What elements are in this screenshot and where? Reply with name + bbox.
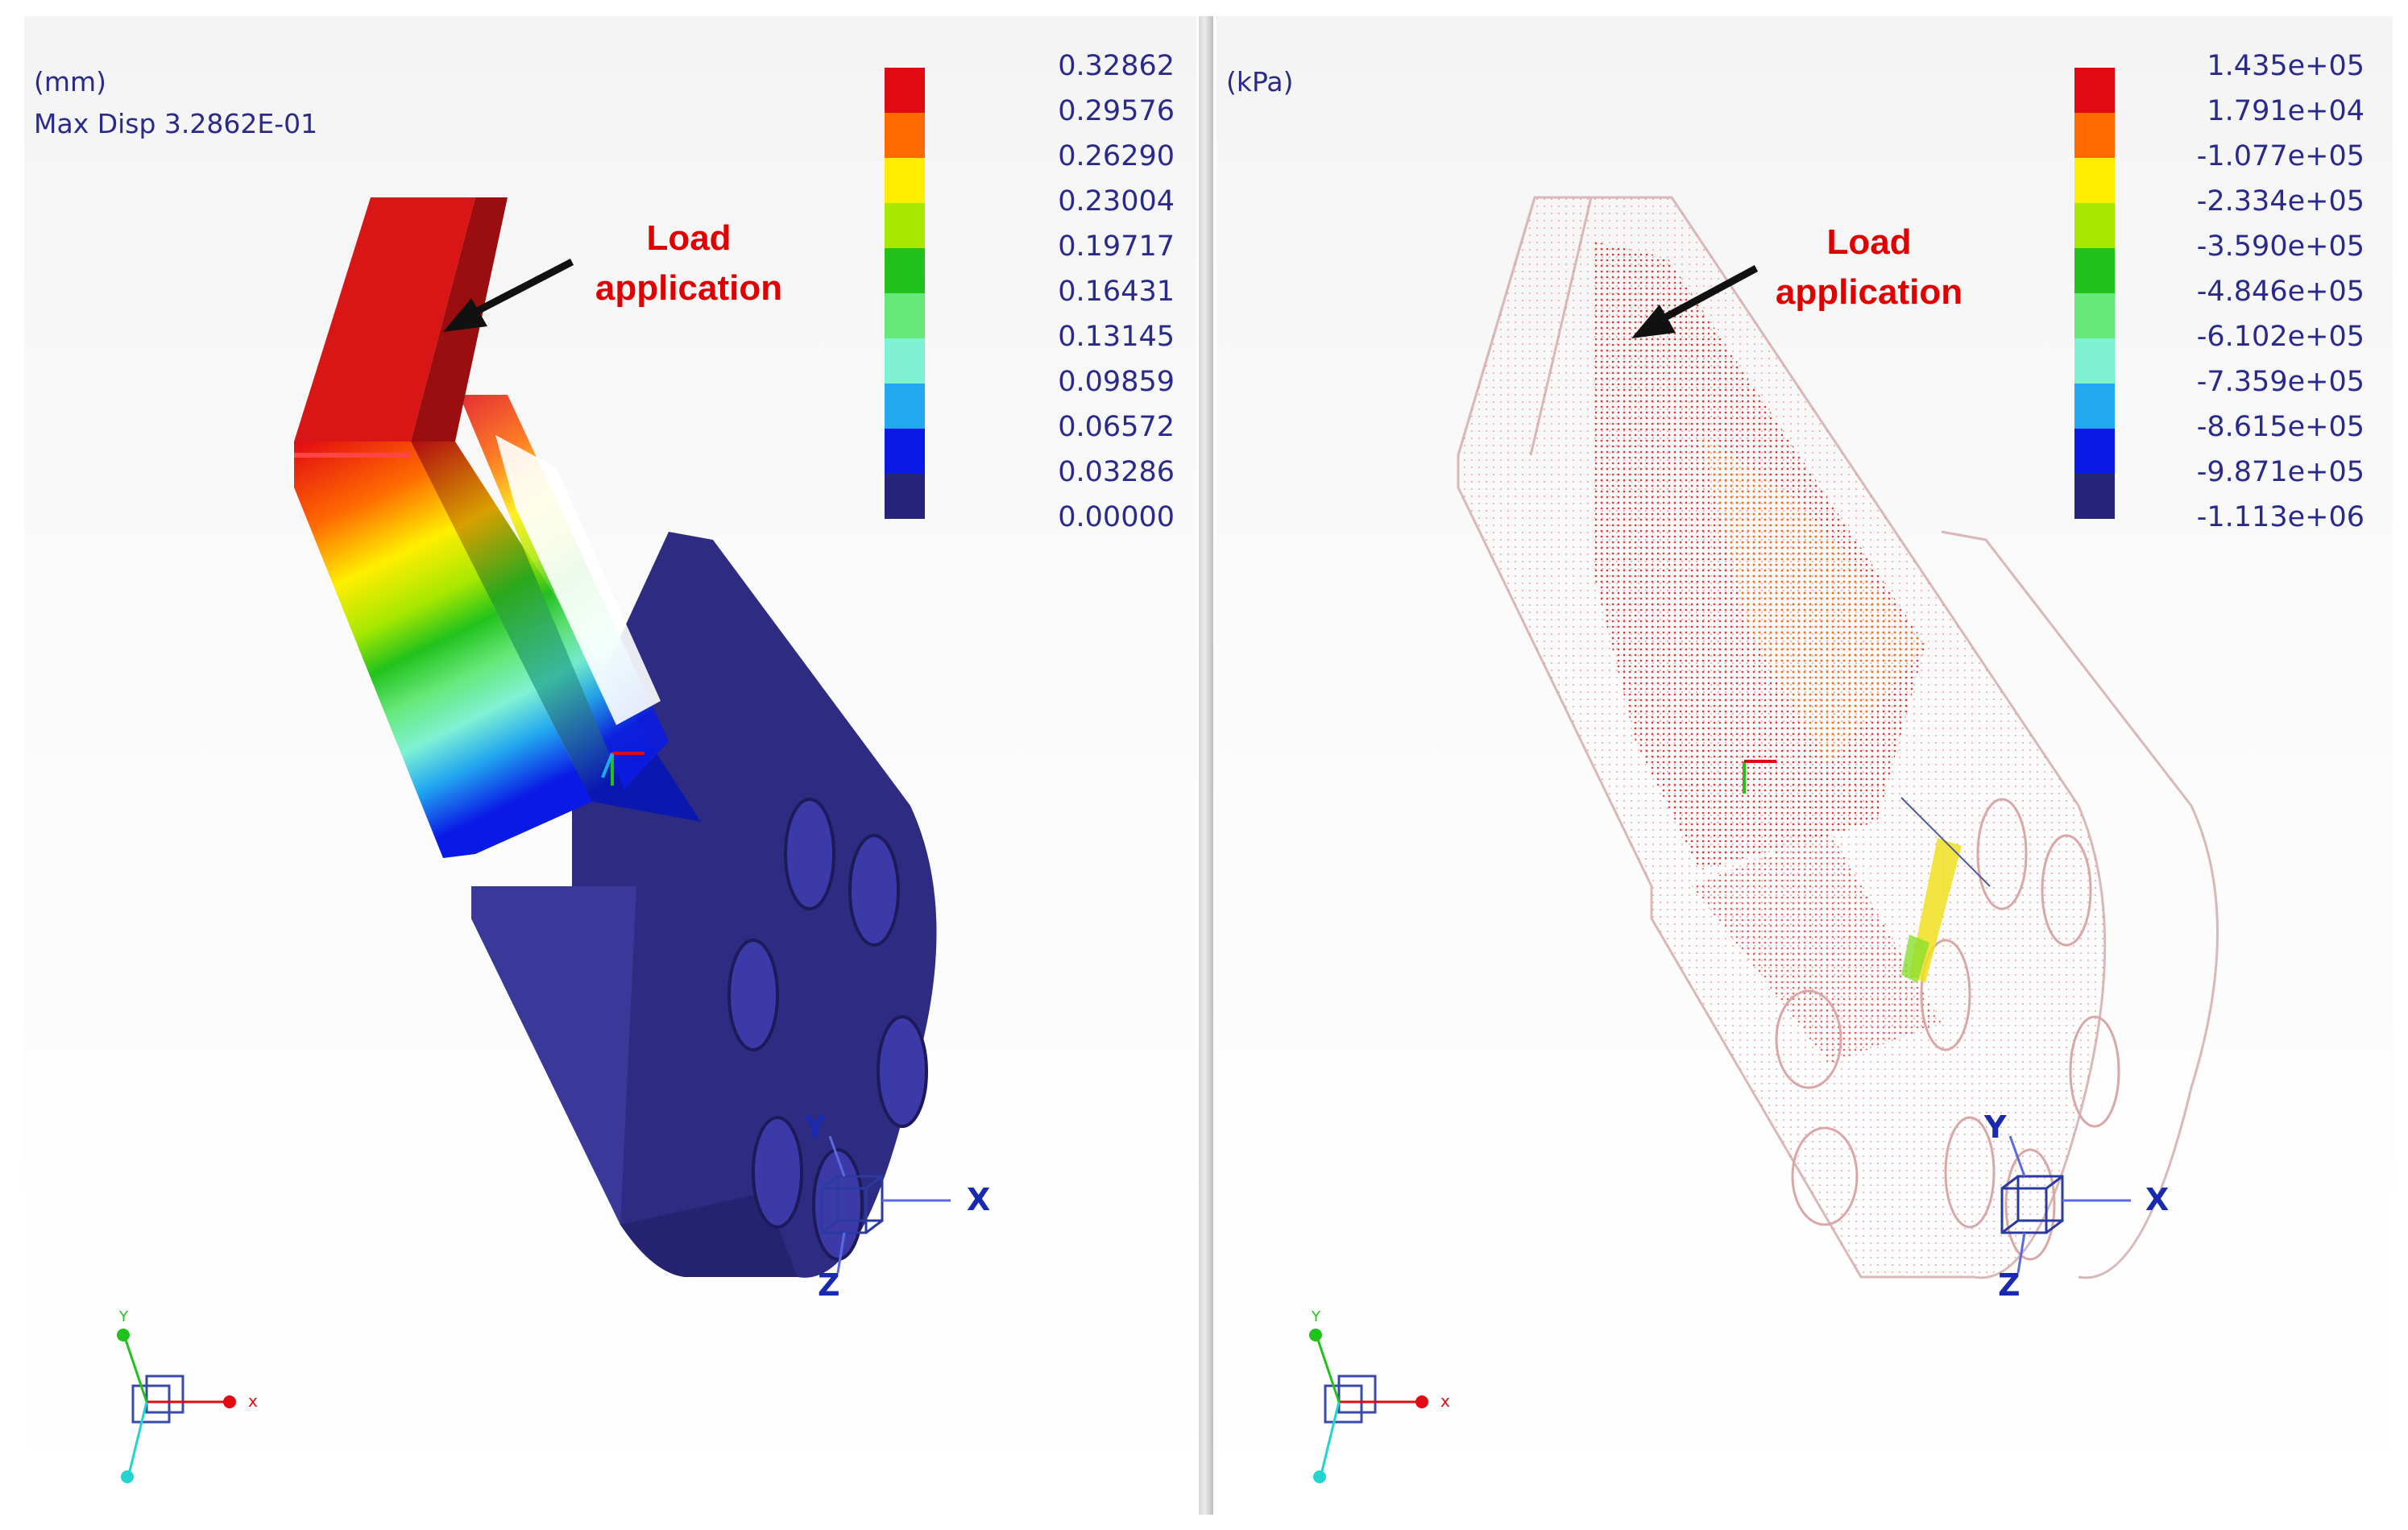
legend-swatch (885, 203, 925, 248)
legend-color-bar (2074, 68, 2115, 519)
max-disp-label: Max Disp 3.2862E-01 (34, 108, 318, 139)
global-triad-x-label: x (1440, 1391, 1450, 1411)
unit-label: (mm) (34, 66, 107, 97)
legend-value: 0.29576 (1058, 95, 1175, 127)
load-application-label: Load application (568, 214, 810, 313)
load-arrow (443, 259, 574, 332)
load-line2: application (595, 268, 783, 308)
load-arrow (1631, 265, 1759, 338)
legend-swatch (885, 474, 925, 519)
legend-swatch (885, 68, 925, 113)
stress-field-lower (1692, 830, 1942, 1064)
legend-value: 0.03286 (1058, 456, 1175, 488)
global-triad-x-label: x (248, 1391, 258, 1411)
legend-swatch (2074, 338, 2115, 384)
load-line2: application (1775, 272, 1963, 312)
legend-value: -2.334e+05 (2196, 185, 2364, 218)
view-cube-z-label: Z (818, 1267, 840, 1303)
legend-swatch (2074, 293, 2115, 338)
load-line1: Load (1826, 222, 1912, 262)
view-cube-y-label: Y (1983, 1109, 2007, 1145)
load-application-label: Load application (1748, 218, 1990, 317)
legend-swatch (2074, 203, 2115, 248)
slot-opening (495, 435, 661, 725)
stress-field-orange (1700, 435, 1925, 765)
legend-color-bar (885, 68, 925, 519)
legend-swatch (2074, 429, 2115, 474)
legend-value: -1.113e+06 (2196, 501, 2364, 533)
legend-value: 0.09859 (1058, 366, 1175, 398)
legend-swatch (885, 429, 925, 474)
legend-value: -8.615e+05 (2196, 411, 2364, 443)
legend-value: 0.23004 (1058, 185, 1175, 218)
legend-value: 0.16431 (1058, 276, 1175, 308)
view-cube-y-label: Y (803, 1109, 827, 1145)
global-triad-y-label: Y (1311, 1308, 1321, 1325)
view-cube-z-label: Z (1998, 1267, 2020, 1303)
legend-swatch (885, 384, 925, 429)
legend-value: -1.077e+05 (2196, 140, 2364, 172)
displacement-viewport[interactable]: (mm) Max Disp 3.2862E-01 (24, 16, 1196, 1515)
legend-value: 0.00000 (1058, 501, 1175, 533)
legend-swatch (2074, 384, 2115, 429)
stress-viewport[interactable]: (kPa) (1216, 16, 2393, 1515)
legend-swatch (885, 248, 925, 293)
legend-value: 0.19717 (1058, 230, 1175, 263)
view-cube-icon (820, 1135, 951, 1274)
legend-value: -3.590e+05 (2196, 230, 2364, 263)
legend-value: 0.06572 (1058, 411, 1175, 443)
legend-swatch (885, 113, 925, 158)
legend-swatch (885, 158, 925, 203)
base-side-face (620, 1192, 798, 1277)
legend-value: 1.791e+04 (2207, 95, 2364, 127)
legend-value: 0.13145 (1058, 321, 1175, 353)
base-top-face (471, 886, 636, 1225)
legend-swatch (2074, 474, 2115, 519)
local-triad-icon (1743, 760, 1776, 794)
legend-swatch (885, 338, 925, 384)
bolt-holes-outline (1775, 798, 2120, 1261)
view-cube-x-label: X (967, 1182, 990, 1217)
load-line1: Load (646, 218, 732, 258)
viewport-divider[interactable] (1199, 16, 1213, 1515)
stress-model[interactable]: X Y Z x Y (1216, 16, 2393, 1515)
legend-swatch (885, 293, 925, 338)
displacement-model[interactable]: X Y Z x Y (24, 16, 1196, 1515)
arm-front-face (294, 442, 592, 858)
local-triad-icon (601, 752, 644, 786)
legend-value: -6.102e+05 (2196, 321, 2364, 353)
legend-value: 0.32862 (1058, 50, 1175, 82)
legend-swatch (2074, 113, 2115, 158)
legend-value: 1.435e+05 (2207, 50, 2364, 82)
legend-value: -7.359e+05 (2196, 366, 2364, 398)
legend-value: 0.26290 (1058, 140, 1175, 172)
top-block (294, 197, 475, 442)
unit-label: (kPa) (1226, 66, 1294, 97)
legend-value: -4.846e+05 (2196, 276, 2364, 308)
global-triad-icon (117, 1329, 236, 1483)
view-cube-icon (2000, 1135, 2131, 1274)
global-triad-y-label: Y (118, 1308, 129, 1325)
legend-swatch (2074, 158, 2115, 203)
legend-swatch (2074, 248, 2115, 293)
legend-swatch (2074, 68, 2115, 113)
global-triad-icon (1309, 1329, 1428, 1483)
view-cube-x-label: X (2145, 1182, 2169, 1217)
legend-value: -9.871e+05 (2196, 456, 2364, 488)
